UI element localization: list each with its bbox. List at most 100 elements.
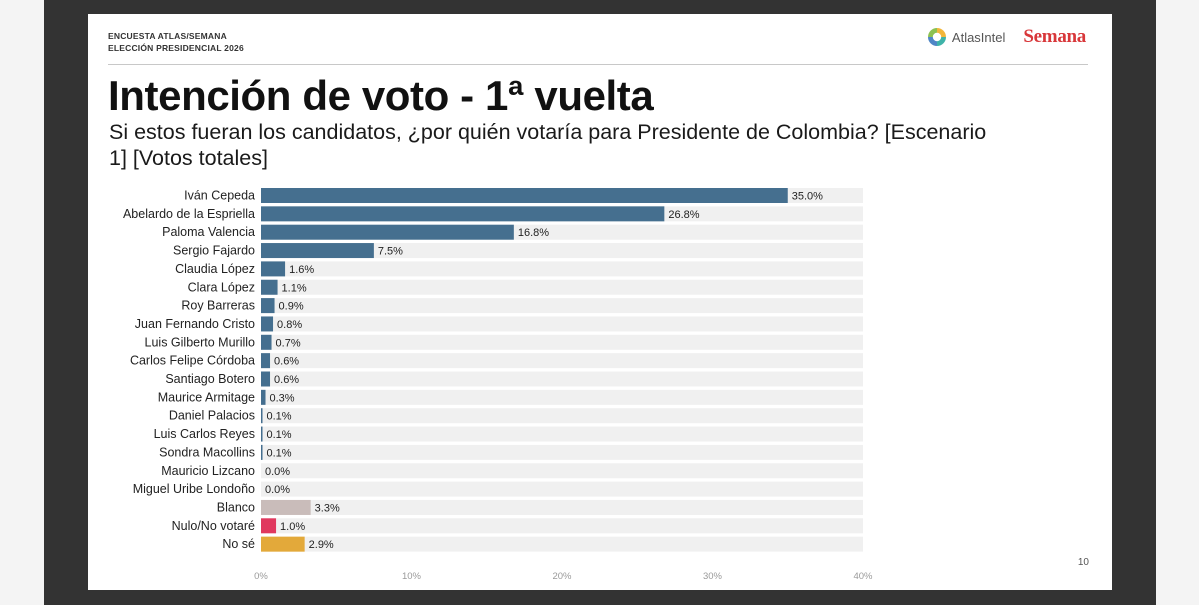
bar-track	[261, 298, 863, 314]
bar	[261, 279, 278, 295]
bar	[261, 261, 286, 277]
category-label: Miguel Uribe Londoño	[133, 482, 255, 496]
bezel-right-dark	[1112, 0, 1156, 605]
x-tick-label: 30%	[703, 571, 723, 582]
bar	[261, 426, 263, 442]
survey-eyebrow: ENCUESTA ATLAS/SEMANA ELECCIÓN PRESIDENC…	[108, 30, 244, 54]
bar	[261, 408, 263, 424]
x-tick-label: 10%	[402, 571, 422, 582]
value-label: 0.0%	[265, 466, 290, 478]
bar	[261, 389, 266, 405]
bar	[261, 536, 305, 552]
eyebrow-line-2: ELECCIÓN PRESIDENCIAL 2026	[108, 43, 244, 53]
bar	[261, 243, 374, 259]
value-label: 0.6%	[274, 356, 299, 368]
category-label: Sergio Fajardo	[173, 244, 255, 258]
semana-logo: Semana	[1023, 26, 1086, 47]
category-label: Daniel Palacios	[169, 409, 255, 423]
value-label: 35.0%	[792, 191, 823, 203]
page-subtitle: Si estos fueran los candidatos, ¿por qui…	[109, 120, 987, 170]
bar-track	[261, 463, 863, 479]
bar	[261, 444, 263, 460]
value-label: 1.6%	[289, 264, 314, 276]
bezel-left	[0, 0, 44, 605]
category-label: Iván Cepeda	[184, 189, 255, 203]
category-label: Mauricio Lizcano	[161, 464, 255, 478]
value-label: 0.1%	[267, 447, 292, 459]
category-label: Juan Fernando Cristo	[135, 317, 255, 331]
category-label: Blanco	[217, 500, 255, 514]
value-label: 0.6%	[274, 374, 299, 386]
logos: AtlasIntel Semana	[927, 26, 1086, 48]
category-label: Abelardo de la Espriella	[123, 207, 255, 221]
value-label: 0.8%	[277, 319, 302, 331]
bar-track	[261, 408, 863, 424]
atlasintel-logo-text: AtlasIntel	[951, 29, 1006, 45]
bar-track	[261, 389, 863, 405]
bar-track	[261, 499, 863, 515]
header-divider	[108, 64, 1088, 65]
bar	[261, 353, 271, 369]
slide: ENCUESTA ATLAS/SEMANA ELECCIÓN PRESIDENC…	[88, 14, 1112, 590]
value-label: 0.9%	[279, 301, 304, 313]
bezel-top	[88, 0, 1112, 14]
bar-track	[261, 243, 863, 259]
category-label: Luis Gilberto Murillo	[145, 335, 256, 349]
atlasintel-logo-icon	[927, 28, 946, 46]
bar-track	[261, 334, 863, 350]
bar	[261, 316, 274, 332]
bar-track	[261, 444, 863, 460]
category-label: Santiago Botero	[165, 372, 255, 386]
value-label: 0.7%	[276, 337, 301, 349]
category-label: Nulo/No votaré	[172, 519, 255, 533]
bar-track	[261, 426, 863, 442]
value-label: 0.3%	[270, 392, 295, 404]
bar-track	[261, 316, 863, 332]
x-tick-label: 40%	[853, 571, 873, 582]
value-label: 3.3%	[315, 502, 340, 514]
category-label: Paloma Valencia	[162, 225, 255, 239]
bar-track	[261, 261, 863, 277]
value-label: 1.0%	[280, 521, 305, 533]
bar-track	[261, 353, 863, 369]
value-label: 1.1%	[282, 282, 307, 294]
bar-track	[261, 536, 863, 552]
value-label: 7.5%	[378, 246, 403, 258]
category-label: Luis Carlos Reyes	[154, 427, 255, 441]
bar	[261, 518, 277, 534]
page-number: 10	[1077, 557, 1089, 568]
x-tick-label: 0%	[254, 571, 268, 582]
bar	[261, 224, 514, 240]
bezel-bottom	[88, 590, 1112, 605]
bezel-right	[1156, 0, 1199, 605]
bar	[261, 334, 272, 350]
eyebrow-line-1: ENCUESTA ATLAS/SEMANA	[108, 31, 227, 41]
bar-track	[261, 279, 863, 295]
x-tick-label: 20%	[552, 571, 572, 582]
value-label: 16.8%	[518, 227, 549, 239]
bar-track	[261, 371, 863, 387]
value-label: 0.0%	[265, 484, 290, 496]
category-label: No sé	[222, 537, 255, 551]
page-title: Intención de voto - 1ª vuelta	[108, 72, 654, 119]
bar	[261, 206, 665, 222]
value-label: 0.1%	[267, 429, 292, 441]
value-label: 0.1%	[267, 411, 292, 423]
atlasintel-logo: AtlasIntel	[927, 27, 1005, 47]
value-label: 26.8%	[668, 209, 699, 221]
value-label: 2.9%	[309, 539, 334, 551]
category-label: Clara López	[188, 280, 255, 294]
bar	[261, 298, 275, 314]
bezel-left-dark	[44, 0, 88, 605]
bar	[261, 188, 788, 203]
category-label: Maurice Armitage	[158, 390, 255, 404]
bar-chart: Iván Cepeda 35.0% Abelardo de la Espriella…	[123, 188, 873, 582]
category-label: Claudia López	[175, 262, 255, 276]
category-label: Carlos Felipe Córdoba	[130, 354, 255, 368]
bar-track	[261, 518, 863, 534]
bar	[261, 499, 311, 515]
bar	[261, 371, 271, 387]
bar-track	[261, 481, 863, 497]
category-label: Roy Barreras	[181, 299, 255, 313]
category-label: Sondra Macollins	[159, 445, 255, 459]
